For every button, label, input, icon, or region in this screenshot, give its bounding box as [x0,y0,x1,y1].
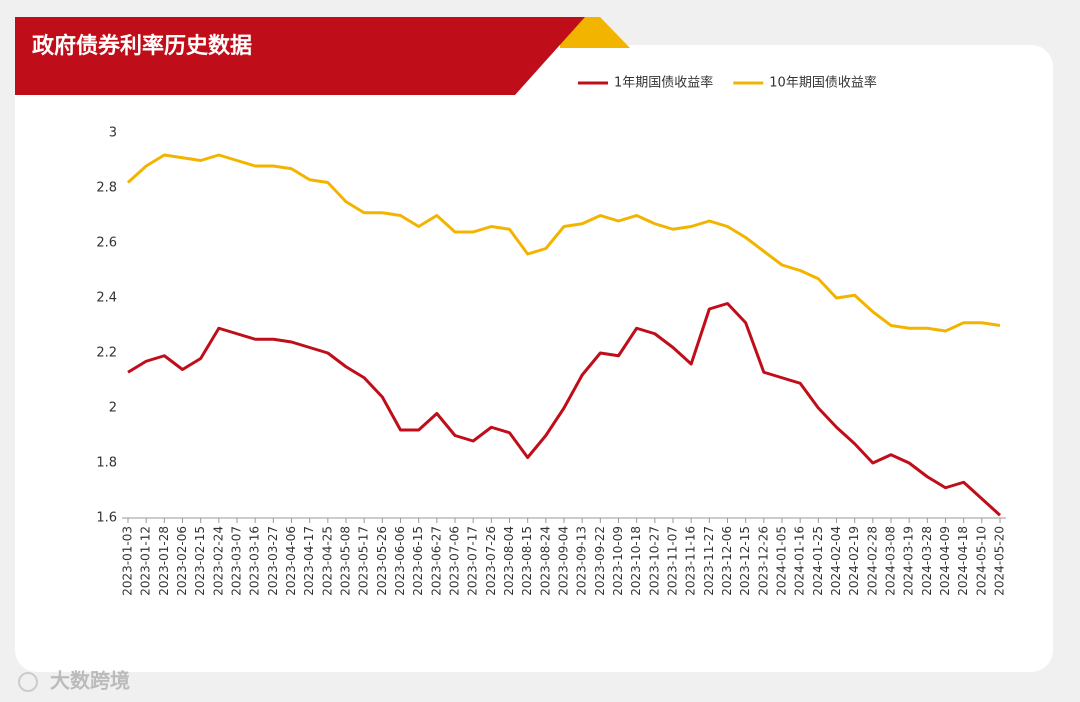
x-tick-label: 2023-01-12 [139,526,153,596]
x-tick-label: 2023-02-24 [211,526,225,596]
x-tick-label: 2023-04-06 [284,526,298,596]
x-tick-label: 2024-02-28 [865,526,879,596]
x-tick-label: 2023-05-17 [357,526,371,596]
y-tick-label: 2.8 [96,181,117,196]
card [15,45,1053,672]
x-tick-label: 2023-06-15 [411,526,425,596]
banner [15,17,585,95]
y-tick-label: 3 [109,126,117,141]
watermark: 大数跨境 [50,669,130,693]
chart-title: 政府债券利率历史数据 [32,33,252,59]
x-tick-label: 2024-04-09 [938,526,952,596]
x-tick-label: 2023-11-27 [702,526,716,596]
x-tick-label: 2023-06-06 [393,526,407,596]
x-tick-label: 2024-02-19 [847,526,861,596]
x-tick-label: 2023-02-15 [193,526,207,596]
x-tick-label: 2023-04-25 [320,526,334,596]
x-tick-label: 2024-02-04 [829,526,843,596]
x-tick-label: 2023-01-03 [121,526,135,596]
x-tick-label: 2023-10-27 [647,526,661,596]
y-tick-label: 2.6 [96,236,117,251]
y-tick-label: 1.6 [96,511,117,526]
x-tick-label: 2023-09-22 [593,526,607,596]
legend-label: 10年期国债收益率 [769,75,877,91]
legend-label: 1年期国债收益率 [614,75,713,91]
line [126,153,1001,333]
x-tick-label: 2024-03-28 [920,526,934,596]
x-tick-label: 2024-03-19 [902,526,916,596]
x-tick-label: 2023-05-08 [339,526,353,596]
x-tick-label: 2023-04-17 [302,526,316,596]
watermark-icon [18,672,38,692]
x-tick-label: 2023-07-06 [448,526,462,596]
x-tick-label: 2023-05-26 [375,526,389,596]
x-tick-label: 2023-06-27 [429,526,443,596]
x-tick-label: 2023-03-07 [230,526,244,596]
x-tick-label: 2023-08-15 [520,526,534,596]
y-tick-label: 2.2 [96,346,117,361]
x-tick-label: 2023-11-07 [666,526,680,596]
x-tick-label: 2023-10-09 [611,526,625,596]
x-tick-label: 2024-05-10 [974,526,988,596]
line [127,302,1002,517]
x-tick-label: 2024-01-16 [793,526,807,596]
x-tick-label: 2023-08-24 [538,526,552,596]
x-tick-label: 2024-03-08 [884,526,898,596]
x-tick-label: 2023-11-16 [684,526,698,596]
x-tick-label: 2023-12-26 [756,526,770,596]
x-tick-label: 2024-01-05 [775,526,789,596]
x-tick-label: 2024-01-25 [811,526,825,596]
y-tick-label: 2.4 [96,291,117,306]
x-tick-label: 2023-12-06 [720,526,734,596]
x-tick-label: 2024-05-20 [993,526,1007,596]
y-tick-label: 1.8 [96,456,117,471]
x-tick-label: 2023-03-27 [266,526,280,596]
x-tick-label: 2023-07-26 [484,526,498,596]
y-tick-label: 2 [109,401,117,416]
x-tick-label: 2023-07-17 [466,526,480,596]
x-tick-label: 2023-09-13 [575,526,589,596]
x-tick-label: 2023-10-18 [629,526,643,596]
x-tick-label: 2023-09-04 [557,526,571,596]
x-tick-label: 2023-01-28 [157,526,171,596]
x-tick-label: 2023-02-06 [175,526,189,596]
x-tick-label: 2023-08-04 [502,526,516,596]
x-tick-label: 2023-12-15 [738,526,752,596]
x-tick-label: 2023-03-16 [248,526,262,596]
x-tick-label: 2024-04-18 [956,526,970,596]
